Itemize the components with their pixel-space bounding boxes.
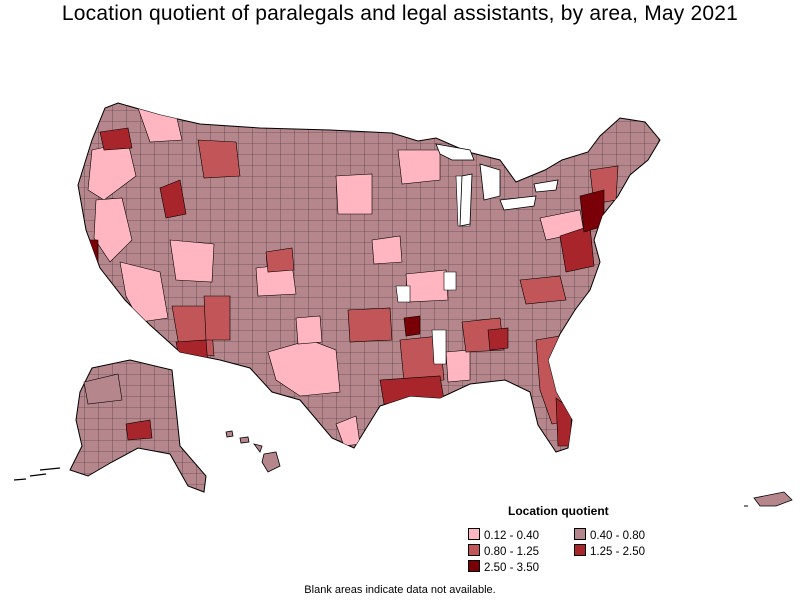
- puerto-rico: [744, 491, 793, 507]
- legend-swatch: [468, 560, 480, 572]
- area-higher: [559, 225, 595, 273]
- legend-label: 2.50 - 3.50: [484, 562, 539, 574]
- great-lakes: [435, 143, 559, 227]
- area-low: [405, 269, 449, 303]
- area-higher: [579, 189, 605, 233]
- legend-item: 0.80 - 1.25: [468, 544, 539, 558]
- area-higher: [379, 375, 445, 405]
- area-higher: [487, 327, 509, 351]
- legend-item: 0.12 - 0.40: [468, 528, 539, 542]
- area-higher: [159, 179, 187, 219]
- area-low: [371, 235, 403, 265]
- legend-label: 1.25 - 2.50: [590, 546, 645, 558]
- hawaii: [225, 430, 281, 473]
- area-high: [197, 139, 241, 179]
- legend-label: 0.12 - 0.40: [484, 530, 539, 542]
- area-low: [445, 349, 471, 383]
- area-high: [265, 247, 295, 273]
- area-low: [397, 149, 441, 185]
- legend-swatch: [468, 544, 480, 556]
- area-higher: [403, 315, 421, 337]
- area-blank: [431, 329, 447, 365]
- legend-swatch: [574, 544, 586, 556]
- area-low: [335, 173, 373, 215]
- legend-label: 0.40 - 0.80: [590, 530, 645, 542]
- area-blank: [443, 271, 457, 291]
- area-high: [203, 295, 231, 341]
- footnote: Blank areas indicate data not available.: [304, 584, 496, 596]
- area-higher: [175, 339, 209, 367]
- legend-item: 2.50 - 3.50: [468, 560, 539, 574]
- area-high: [347, 307, 393, 343]
- area-low: [93, 197, 133, 263]
- area-higher: [99, 127, 133, 151]
- legend-title: Location quotient: [508, 504, 609, 518]
- legend-swatch: [574, 528, 586, 540]
- legend-item: 0.40 - 0.80: [574, 528, 645, 542]
- legend-swatch: [468, 528, 480, 540]
- legend-item: 1.25 - 2.50: [574, 544, 645, 558]
- map-title: Location quotient of paralegals and lega…: [61, 2, 739, 25]
- area-high: [519, 275, 567, 305]
- area-low: [169, 239, 215, 283]
- contiguous-us: [77, 102, 661, 453]
- legend-label: 0.80 - 1.25: [484, 546, 539, 558]
- area-low: [119, 261, 169, 323]
- area-low: [295, 315, 323, 345]
- area-blank: [395, 285, 411, 303]
- alaska: [13, 359, 207, 493]
- area-higher: [83, 239, 99, 263]
